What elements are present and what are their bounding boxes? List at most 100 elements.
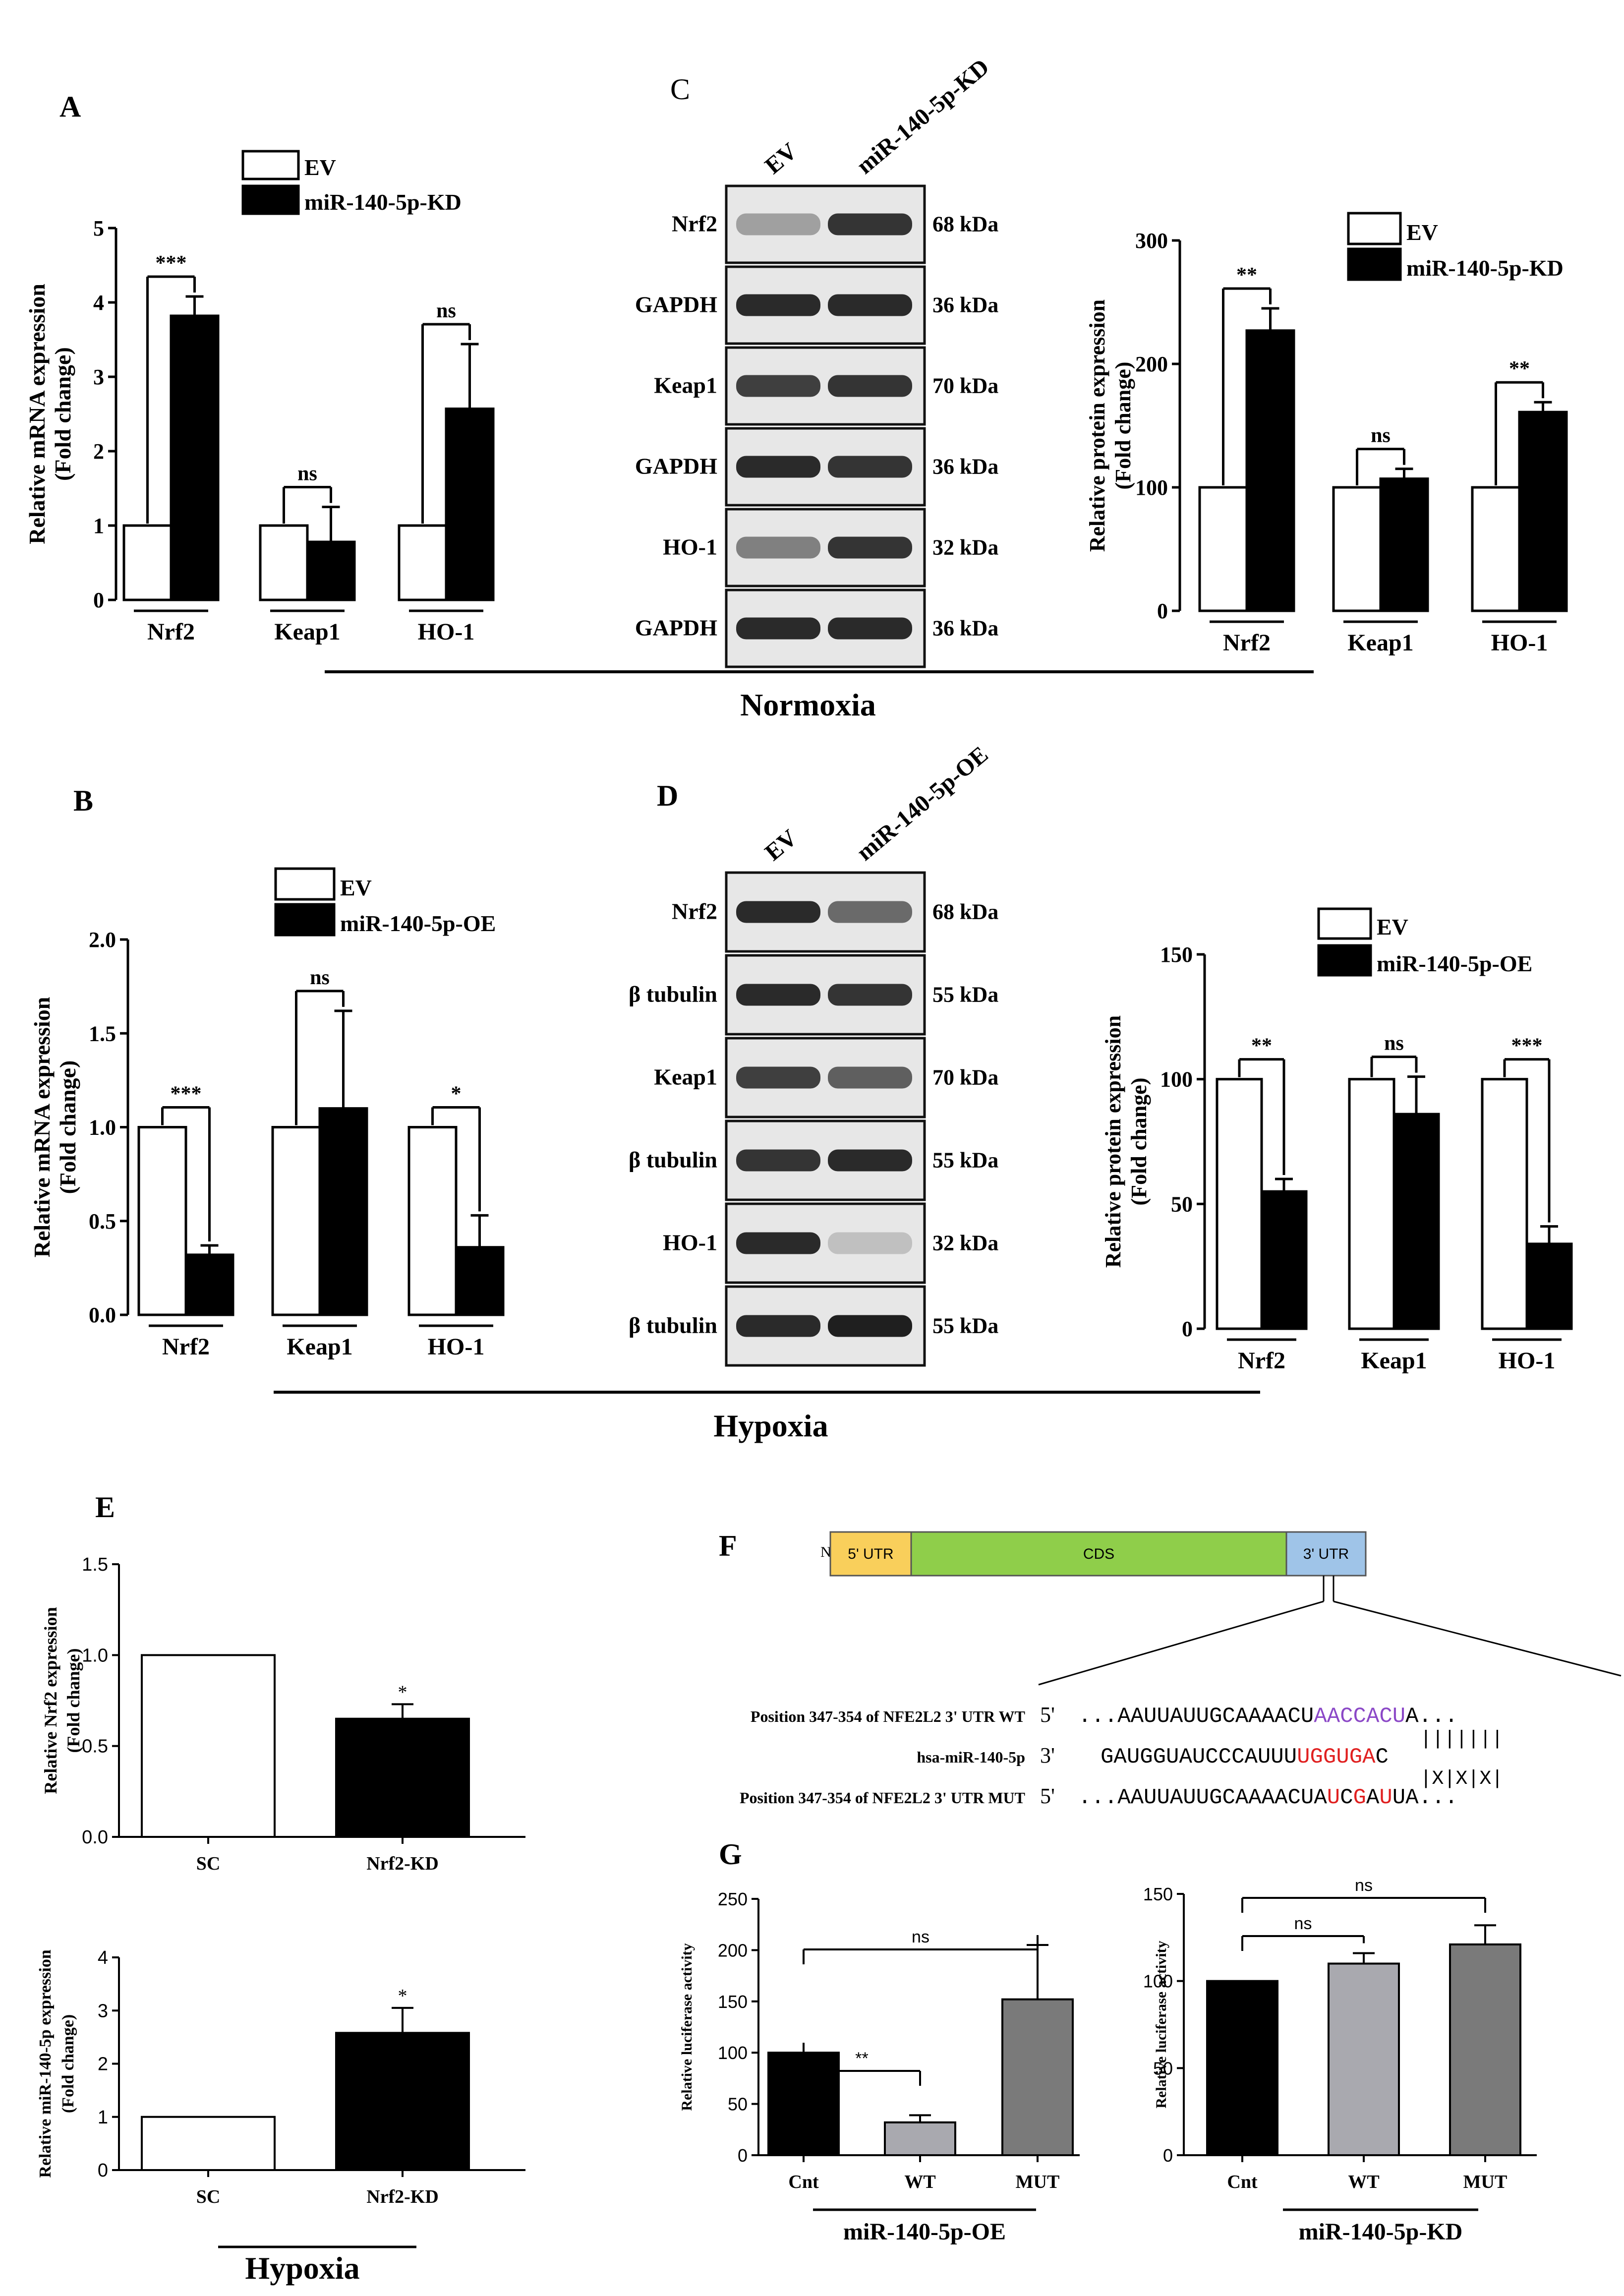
- blot-protein-label: Nrf2: [672, 211, 717, 236]
- chart-E2: 0 1 2 3 4 Relative miR-140-5p expression (Fold…: [36, 1947, 525, 2207]
- nucleotide: C: [1376, 1745, 1389, 1769]
- nucleotide: A: [1170, 1785, 1183, 1810]
- y-tick-label: 2: [98, 2054, 108, 2075]
- bar-miR-140-5p-KD-Nrf2: [1245, 329, 1295, 612]
- bar-miR-140-5p-OE-Nrf2: [1260, 1190, 1308, 1330]
- nucleotide: G: [1101, 1745, 1113, 1769]
- legend-label: miR-140-5p-KD: [1406, 255, 1564, 281]
- nucleotide: U: [1196, 1704, 1209, 1729]
- nucleotide: A: [1244, 1745, 1258, 1769]
- gene-segment-label: CDS: [1083, 1546, 1114, 1562]
- blot-protein-label: β tubulin: [629, 1313, 717, 1338]
- blot-protein-label: Nrf2: [672, 899, 717, 924]
- significance-label: ***: [156, 252, 187, 275]
- panel-label: D: [657, 779, 678, 812]
- significance-label: ns: [1294, 1914, 1312, 1933]
- nucleotide: U: [1183, 1785, 1196, 1810]
- significance-label: **: [1509, 357, 1530, 380]
- chart-G2: 0 50 100 150 Relative luciferase activity Cnt…: [1143, 1876, 1537, 2245]
- bar-EV-Nrf2: [1216, 1078, 1263, 1330]
- bar-Nrf2-KD: [335, 1717, 470, 1838]
- significance-label: ***: [1511, 1035, 1543, 1058]
- nucleotide: U: [1284, 1745, 1297, 1769]
- blot-band: [828, 1149, 912, 1172]
- nucleotide: U: [1327, 1785, 1340, 1810]
- nucleotide: A: [1362, 1745, 1376, 1769]
- gene-segment-label: 3' UTR: [1303, 1546, 1349, 1562]
- blot-kda-label: 68 kDa: [932, 900, 998, 924]
- blot-band: [828, 617, 912, 640]
- nucleotide: U: [1392, 1704, 1405, 1729]
- nucleotide: U: [1192, 1745, 1205, 1769]
- blot-protein-label: β tubulin: [629, 1147, 717, 1173]
- blot-kda-label: 36 kDa: [932, 616, 998, 641]
- x-tick-label: HO-1: [428, 1334, 485, 1360]
- x-tick-label: Keap1: [1347, 630, 1413, 656]
- nucleotide: A: [1235, 1704, 1249, 1729]
- nucleotide: U: [1271, 1745, 1283, 1769]
- gene-segment-0: [829, 1531, 912, 1577]
- nucleotide: C: [1222, 1785, 1235, 1810]
- x-tick-label: Nrf2: [1223, 630, 1271, 656]
- blot-protein-label: GAPDH: [635, 292, 717, 317]
- bar-WT: [884, 2121, 956, 2157]
- wt-pairing-marks: |||||||: [1420, 1728, 1503, 1751]
- nucleotide: C: [1353, 1704, 1366, 1729]
- nucleotide: U: [1301, 1785, 1314, 1810]
- y-tick-label: 150: [1143, 1884, 1173, 1904]
- bar-SC: [141, 1654, 276, 1838]
- x-tick-label: Keap1: [1361, 1348, 1427, 1374]
- blot-band: [828, 1066, 912, 1089]
- panel-label: E: [95, 1491, 115, 1524]
- blot-protein-label: Keap1: [654, 373, 717, 398]
- nucleotide: .: [1104, 1704, 1117, 1729]
- y-tick-label: 0: [98, 2160, 108, 2181]
- x-tick-label: HO-1: [1499, 1348, 1556, 1374]
- nucleotide: U: [1166, 1745, 1179, 1769]
- nucleotide: U: [1297, 1745, 1310, 1769]
- legend-swatch: [241, 184, 300, 215]
- bar-Cnt: [1206, 1980, 1278, 2157]
- y-tick-label: 3: [98, 2001, 108, 2021]
- y-axis-label: Relative protein expression: [1101, 1015, 1125, 1268]
- nucleotide: A: [1327, 1704, 1340, 1729]
- blot-kda-label: 32 kDa: [932, 1231, 998, 1255]
- nucleotide: C: [1340, 1785, 1353, 1810]
- nucleotide: .: [1432, 1785, 1445, 1810]
- blot-protein-label: HO-1: [663, 1230, 717, 1255]
- x-tick-label: MUT: [1463, 2172, 1508, 2192]
- significance-label: ns: [1355, 1876, 1373, 1895]
- nucleotide: A: [1262, 1785, 1275, 1810]
- panel-label: B: [73, 784, 93, 817]
- blot-lane-label: EV: [760, 824, 802, 866]
- x-tick-label: Nrf2: [1238, 1348, 1285, 1374]
- blot-lane-label: miR-140-5p-OE: [852, 741, 993, 866]
- panel-label: C: [670, 73, 690, 106]
- blot-protein-label: GAPDH: [635, 454, 717, 479]
- nucleotide: U: [1301, 1704, 1314, 1729]
- blot-kda-label: 70 kDa: [932, 1065, 998, 1090]
- nucleotide: G: [1153, 1745, 1166, 1769]
- significance-label: ns: [1371, 424, 1391, 447]
- bar-EV-Nrf2: [137, 1126, 187, 1316]
- nucleotide: U: [1183, 1704, 1196, 1729]
- bar-WT: [1328, 1962, 1400, 2157]
- y-tick-label: 200: [1135, 352, 1168, 376]
- nucleotide: U: [1144, 1704, 1157, 1729]
- bar-EV-HO-1: [1471, 486, 1521, 612]
- nucleotide: U: [1392, 1785, 1405, 1810]
- y-tick-label: 1: [98, 2107, 108, 2128]
- significance-label: **: [1236, 264, 1257, 287]
- bar-SC: [141, 2116, 276, 2171]
- blot-band: [736, 617, 820, 640]
- panelE-hypoxia-label: Hypoxia: [245, 2250, 359, 2286]
- y-tick-label: 0: [1182, 1317, 1193, 1341]
- nucleotide: A: [1179, 1745, 1192, 1769]
- legend-swatch: [1317, 907, 1372, 940]
- legend-label: EV: [340, 875, 372, 900]
- significance-label: ***: [171, 1083, 202, 1106]
- significance-label: ns: [1384, 1032, 1404, 1055]
- y-axis-label: (Fold change): [59, 2014, 77, 2113]
- y-axis-label: (Fold change): [63, 1648, 83, 1753]
